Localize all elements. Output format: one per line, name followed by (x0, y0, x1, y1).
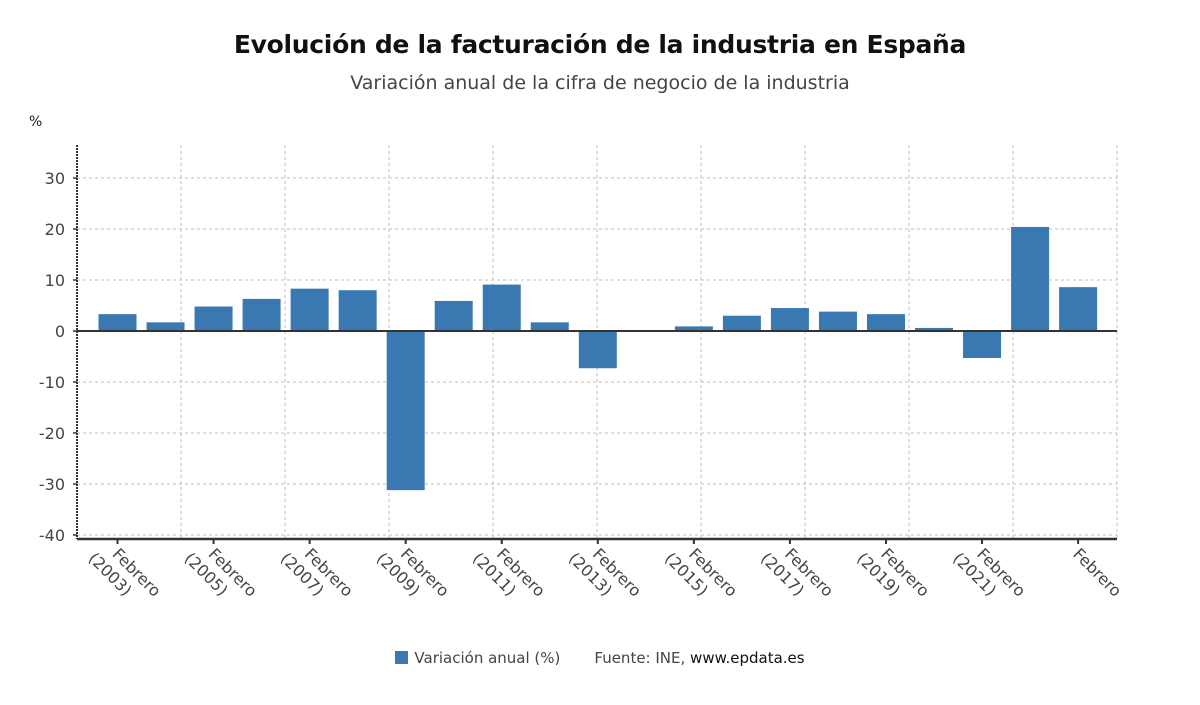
bar-febrero-2016 (722, 315, 761, 331)
bar-febrero-2010 (434, 300, 473, 331)
bar-febrero-2019 (866, 314, 905, 331)
bar-febrero-2022 (1011, 226, 1050, 331)
legend: Variación anual (%) Fuente: INE, www.epda… (0, 649, 1200, 667)
y-tick-label: 10 (45, 271, 65, 290)
chart-subtitle: Variación anual de la cifra de negocio d… (350, 72, 850, 94)
bar-febrero-2012 (530, 322, 569, 331)
bar-febrero-2007 (290, 288, 329, 331)
y-tick-label: -40 (39, 526, 65, 545)
y-tick-label: -10 (39, 373, 65, 392)
x-tick-label: Febrero(2015) (661, 544, 741, 600)
bar-febrero-2008 (338, 290, 377, 331)
x-tick-label: Febrero(2009) (373, 544, 453, 600)
x-tick-label: Febrero(2021) (949, 544, 1029, 600)
y-tick-label: 20 (45, 220, 65, 239)
y-axis-unit-label: % (29, 114, 43, 130)
bar-febrero-2005 (194, 306, 233, 331)
x-tick-label-line1: Febrero (1069, 544, 1125, 600)
bar-febrero-2004 (146, 322, 185, 331)
y-tick-label: -20 (39, 424, 65, 443)
bar-febrero-2021 (963, 331, 1002, 359)
bar-febrero-2009 (386, 331, 425, 491)
bar-febrero-2020 (915, 327, 954, 331)
bar-febrero-2017 (770, 308, 809, 331)
y-tick-label: 30 (45, 169, 65, 188)
x-tick-label: Febrero(2007) (277, 544, 357, 600)
x-tick-label: Febrero (1069, 544, 1125, 600)
legend-swatch (395, 651, 409, 664)
chart-title: Evolución de la facturación de la indust… (233, 30, 967, 59)
x-tick-label: Febrero(2011) (469, 544, 549, 600)
y-tick-label: -30 (39, 475, 65, 494)
source-prefix: Fuente: INE, (594, 649, 686, 667)
bar-febrero (1059, 287, 1098, 331)
bar-febrero-2013 (578, 331, 617, 369)
x-tick-label: Febrero(2019) (853, 544, 933, 600)
y-tick-label: 0 (55, 322, 65, 341)
x-tick-label: Febrero(2013) (565, 544, 645, 600)
bar-febrero-2003 (98, 314, 137, 331)
x-tick-label: Febrero(2005) (181, 544, 261, 600)
legend-series-label: Variación anual (%) (414, 649, 561, 667)
bar-febrero-2011 (482, 284, 521, 331)
x-tick-label: Febrero(2017) (757, 544, 837, 600)
bar-febrero-2018 (818, 311, 857, 331)
bar-febrero-2015 (674, 326, 713, 331)
source-site: www.epdata.es (690, 649, 805, 667)
x-tick-label: Febrero(2003) (85, 544, 165, 600)
bar-febrero-2006 (242, 298, 281, 331)
